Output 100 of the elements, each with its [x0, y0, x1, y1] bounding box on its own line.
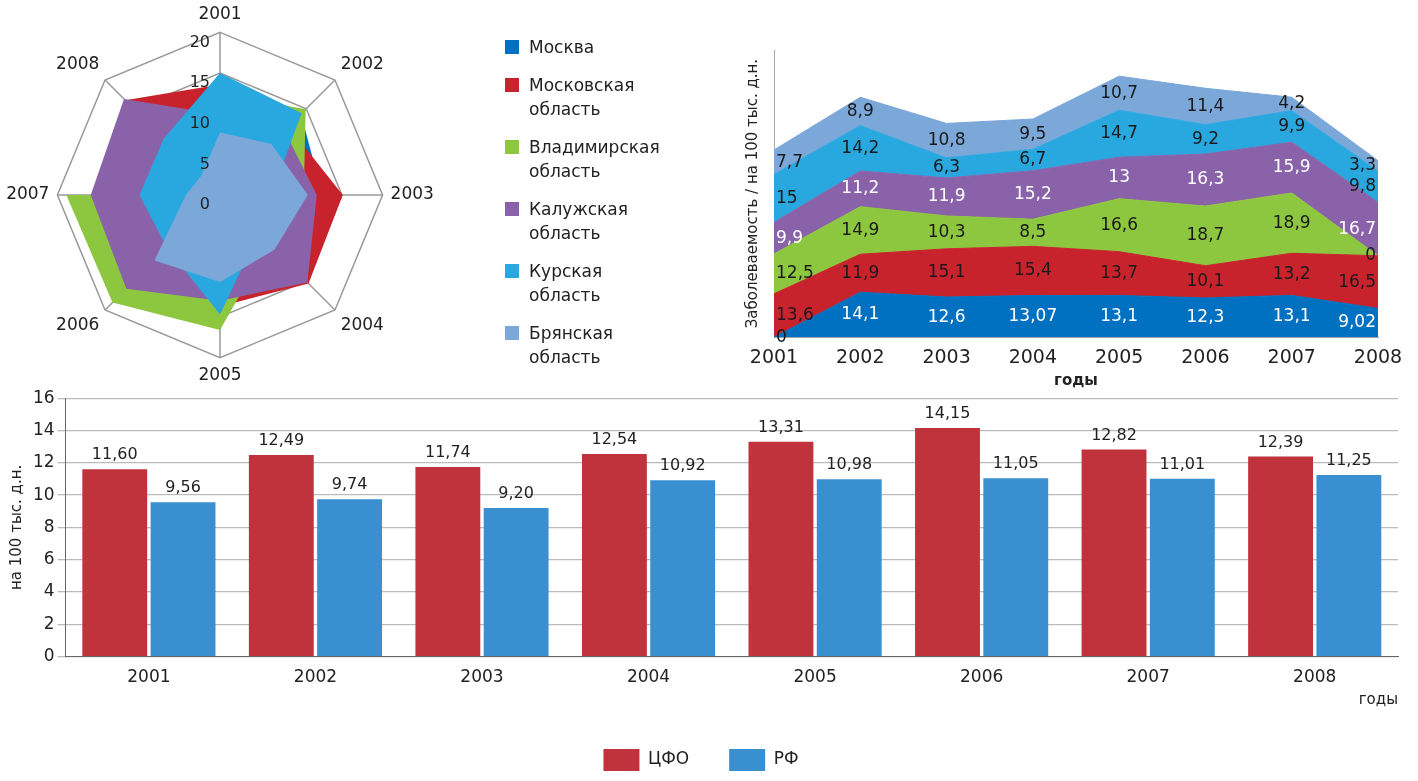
data-label: 12,49	[258, 430, 305, 450]
legend-label: Брянская область	[529, 322, 615, 369]
data-label: 15,1	[927, 261, 966, 282]
data-label: 12,5	[776, 262, 814, 283]
y-tick-label: 8	[43, 515, 55, 536]
data-label: 10,92	[659, 455, 706, 475]
data-label: 12,6	[927, 305, 966, 326]
data-label: 4,2	[1278, 92, 1306, 113]
bar	[983, 478, 1049, 656]
y-tick-label: 14	[32, 418, 55, 439]
x-tick-label: 2003	[922, 344, 971, 367]
bar	[150, 502, 216, 656]
x-tick-label: 2005	[793, 666, 837, 687]
y-tick-label: 4	[43, 580, 55, 601]
data-label: 7,7	[776, 150, 804, 171]
bar	[581, 454, 647, 656]
data-label: 11,01	[1159, 453, 1206, 473]
data-label: 12,3	[1186, 306, 1225, 326]
bar	[1316, 474, 1382, 656]
spoke-label: 2005	[198, 364, 242, 385]
x-tick-label: 2004	[626, 666, 671, 687]
data-label: 14,2	[841, 136, 880, 157]
data-label: 10,98	[826, 454, 873, 474]
spoke-label: 2004	[340, 314, 384, 335]
data-label: 10,8	[927, 129, 966, 150]
data-label: 11,9	[841, 261, 880, 282]
data-label: 6,7	[1019, 148, 1047, 169]
data-label: 15,4	[1013, 259, 1052, 280]
x-tick-label: 2001	[749, 344, 799, 367]
bar	[748, 441, 814, 656]
spoke-label: 2003	[390, 183, 434, 204]
spoke-label: 2001	[198, 2, 242, 23]
x-tick-label: 2007	[1267, 344, 1316, 367]
y-tick-label: 5	[199, 153, 210, 173]
bar	[415, 467, 481, 656]
data-label: 15,9	[1272, 156, 1311, 177]
y-tick-label: 6	[43, 548, 55, 569]
legend-label: Владимирская область	[529, 136, 661, 183]
legend-label: Москва	[529, 36, 595, 59]
y-tick-label: 12	[32, 451, 55, 472]
data-label: 11,25	[1325, 450, 1372, 470]
data-label: 8,9	[846, 99, 874, 120]
data-label: 13	[1108, 166, 1130, 187]
data-label: 13,31	[758, 416, 804, 436]
data-label: 8,5	[1019, 221, 1047, 242]
y-tick-label: 0	[199, 194, 210, 214]
data-label: 13,1	[1272, 304, 1311, 325]
y-tick-label: 2	[43, 612, 55, 633]
data-label: 18,9	[1272, 211, 1311, 232]
spoke-label: 2002	[340, 52, 384, 73]
data-label: 9,20	[498, 483, 534, 503]
data-label: 9,02	[1338, 311, 1376, 332]
data-label: 13,2	[1272, 262, 1311, 283]
data-label: 14,15	[924, 403, 971, 423]
data-label: 9,56	[165, 477, 201, 497]
x-tick-label: 2004	[1008, 344, 1058, 367]
data-label: 6,3	[933, 156, 961, 177]
data-label: 9,9	[1278, 114, 1306, 135]
data-label: 9,8	[1348, 175, 1376, 196]
x-tick-label: 2008	[1293, 666, 1337, 687]
data-label: 11,05	[992, 453, 1039, 473]
data-label: 0	[1365, 244, 1376, 265]
bar	[650, 480, 716, 656]
legend-label: Калужская область	[529, 198, 629, 245]
data-label: 9,2	[1191, 127, 1219, 148]
data-label: 16,6	[1100, 213, 1139, 234]
bar	[248, 454, 314, 656]
data-label: 12,39	[1257, 431, 1304, 451]
data-label: 15,2	[1013, 183, 1052, 204]
x-tick-label: 2007	[1126, 666, 1170, 687]
bar	[915, 428, 980, 656]
bar	[483, 508, 549, 656]
data-label: 13,6	[776, 303, 814, 324]
legend-label: Курская область	[529, 260, 604, 307]
y-tick-label: 15	[189, 72, 210, 92]
bar	[1248, 456, 1314, 656]
data-label: 9,5	[1019, 122, 1047, 143]
x-tick-label: 2003	[460, 666, 504, 687]
legend-label: Московская область	[529, 74, 636, 121]
y-axis-title: Заболеваемость / на 100 тыс. д.н.	[742, 58, 761, 329]
x-tick-label: 2006	[1181, 344, 1230, 367]
data-label: 16,3	[1186, 168, 1225, 189]
x-tick-label: 2001	[127, 666, 171, 687]
data-label: 11,60	[91, 444, 138, 464]
data-label: 11,74	[424, 442, 471, 462]
legend-label: ЦФО	[647, 748, 690, 769]
x-tick-label: 2002	[836, 344, 885, 367]
data-label: 16,7	[1338, 217, 1376, 238]
data-label: 9,74	[331, 474, 368, 494]
y-tick-label: 10	[32, 483, 55, 504]
data-label: 10,7	[1100, 81, 1139, 102]
y-tick-label: 10	[189, 112, 210, 132]
legend-label: РФ	[773, 748, 799, 769]
y-tick-label: 0	[43, 645, 55, 666]
spoke-label: 2006	[56, 314, 100, 335]
bar	[1081, 449, 1147, 656]
data-label: 0	[776, 325, 787, 346]
data-label: 13,7	[1100, 261, 1139, 282]
data-label: 13,1	[1100, 304, 1139, 325]
y-tick-label: 16	[32, 386, 55, 407]
